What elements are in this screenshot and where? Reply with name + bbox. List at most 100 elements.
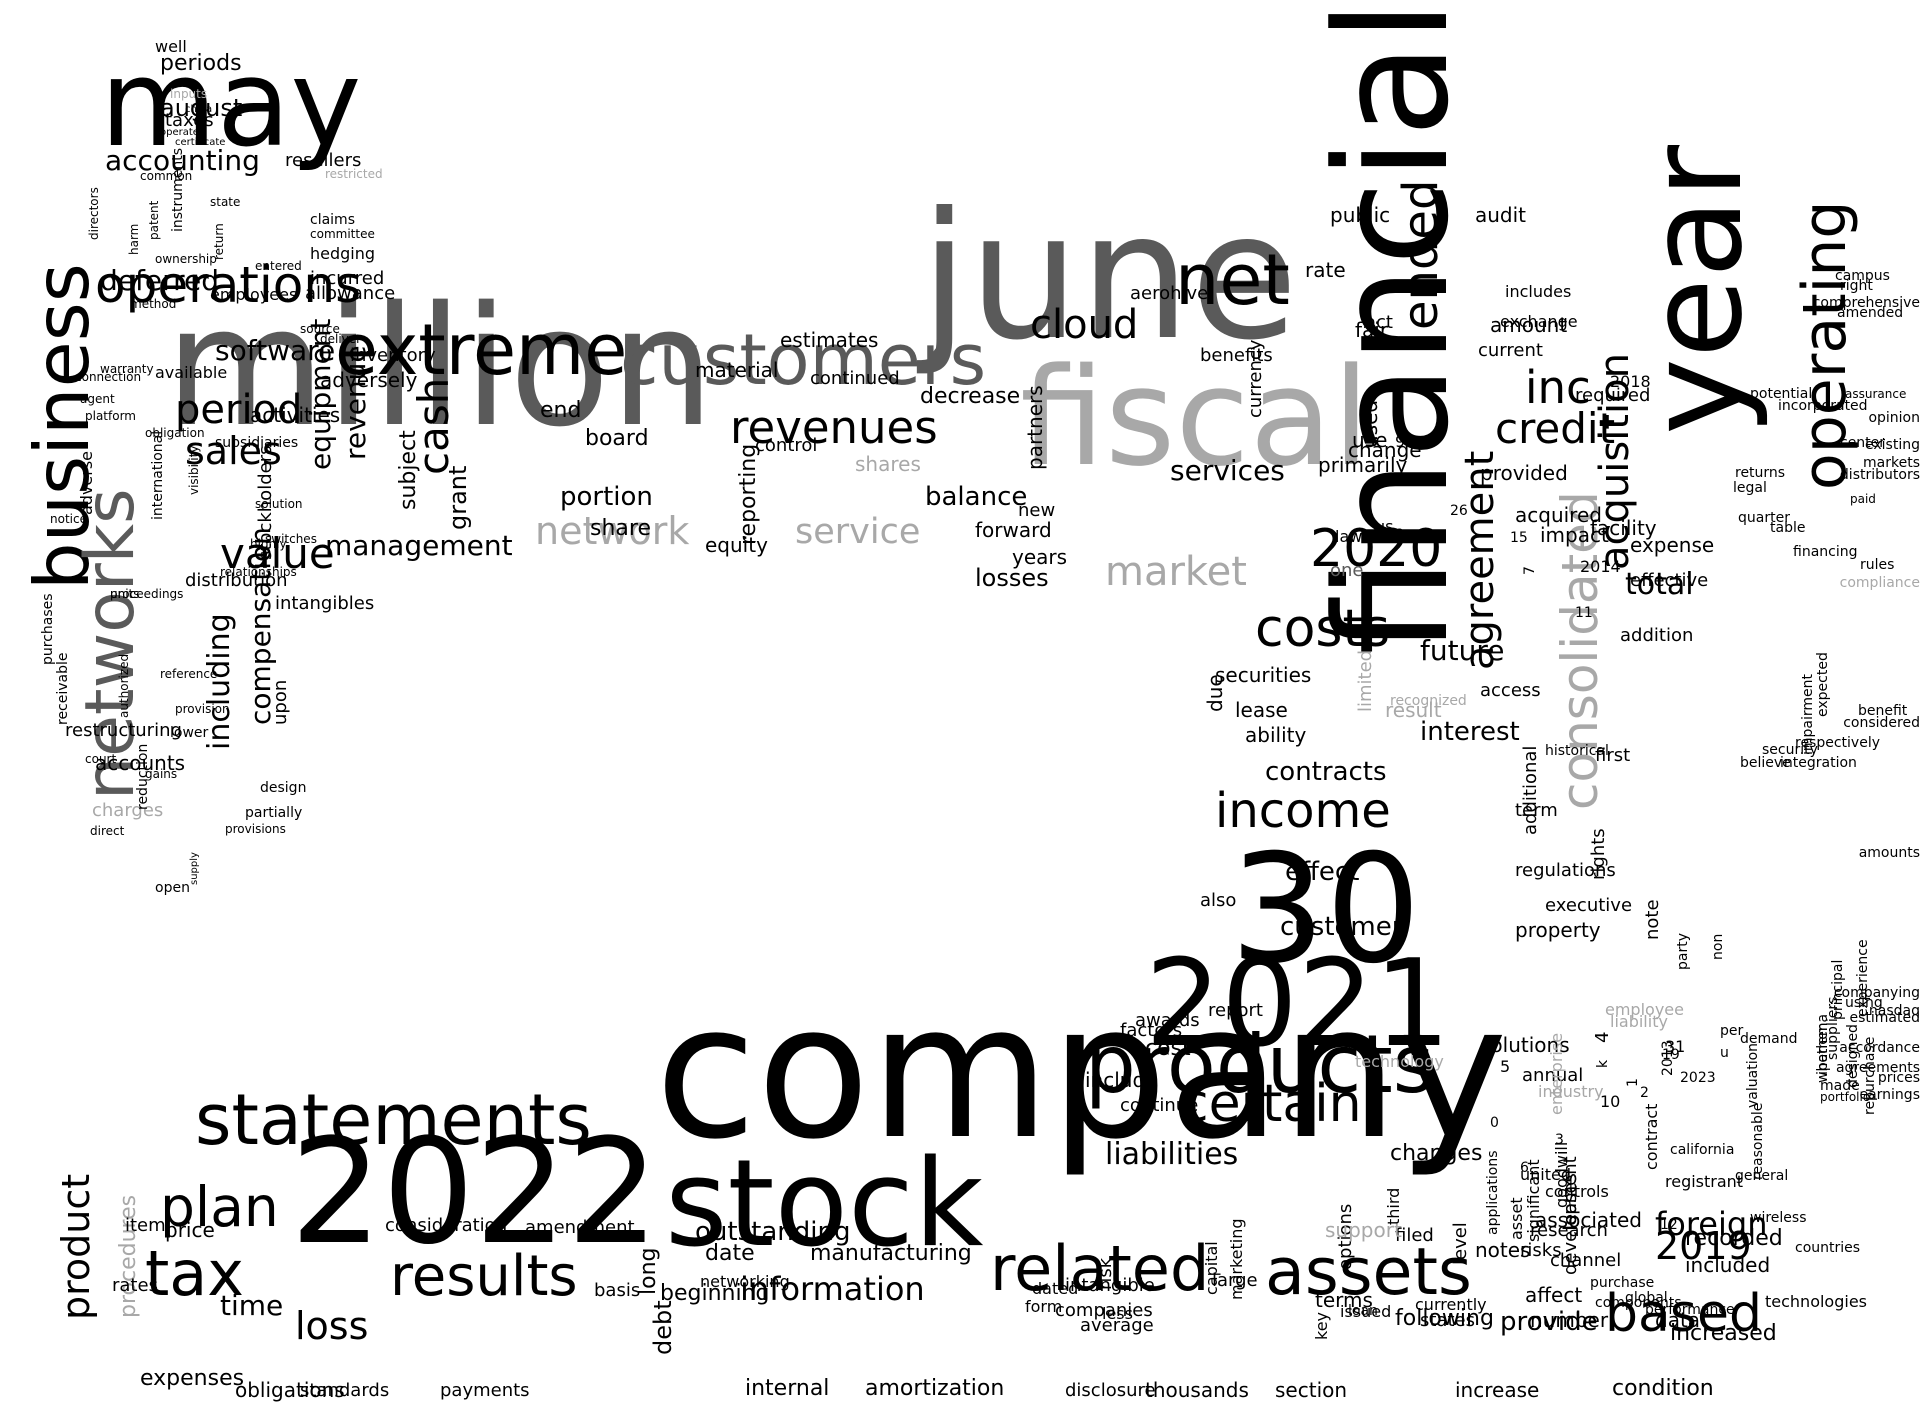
word-costs-29: costs: [1255, 599, 1390, 659]
word-support-212: support: [1325, 1218, 1402, 1242]
word-affect-90: affect: [1525, 1283, 1583, 1307]
word-employees-166: employees: [210, 285, 298, 304]
word-one-248: one: [1330, 560, 1364, 581]
word-assurance-321: assurance: [1845, 387, 1907, 401]
word-annual-96: annual: [1522, 1065, 1584, 1086]
word-0-263: 0: [1490, 1115, 1499, 1131]
word-recognized-247: recognized: [1390, 693, 1467, 709]
word-manufacturing-192: manufacturing: [810, 1241, 972, 1266]
word-condition-72: condition: [1612, 1376, 1714, 1401]
word-decrease-151: decrease: [920, 384, 1021, 409]
word-awards-110: awards: [1135, 1010, 1200, 1031]
word-ended-25: ended: [1393, 179, 1449, 330]
word-factors-109: factors: [1120, 1020, 1183, 1041]
word-upon-184: upon: [270, 679, 291, 725]
word-operate-367: operate: [160, 127, 199, 138]
word-campus-295: campus: [1835, 268, 1890, 284]
word-direct-326: direct: [90, 824, 125, 838]
word-hedging-169: hedging: [310, 244, 376, 263]
word-material-153: material: [695, 358, 779, 382]
word-relationships-341: relationships: [220, 565, 297, 579]
word-prices-293: prices: [1877, 1070, 1920, 1086]
word-market-35: market: [1105, 549, 1247, 595]
word-10-267: 10: [1600, 1092, 1621, 1111]
word-intangible-198: intangible: [1065, 1275, 1155, 1296]
word-instruments-356: instruments: [170, 147, 186, 232]
word-act-137: act: [1365, 312, 1393, 333]
word-also-112: also: [1200, 890, 1237, 911]
word-open-324: open: [155, 880, 190, 896]
word-inputs-365: inputs: [170, 87, 208, 101]
word-resellers-170: resellers: [285, 150, 362, 171]
word-product-46: product: [54, 1173, 98, 1320]
word-changes-102: changes: [1390, 1141, 1483, 1166]
word-first-225: first: [1595, 745, 1631, 766]
word-considered-309: considered: [1843, 715, 1920, 731]
word-accordance-287: accordance: [1839, 1040, 1920, 1056]
word-ability-113: ability: [1245, 723, 1307, 747]
word-included-86: included: [1685, 1253, 1771, 1277]
word-income-23: income: [1215, 783, 1391, 839]
word-end-159: end: [540, 398, 582, 423]
word-liability-229: liability: [1610, 1012, 1668, 1031]
word-global-238: global: [1625, 1290, 1668, 1306]
word-amortization-73: amortization: [865, 1376, 1005, 1401]
word-price-81: price: [165, 1218, 215, 1242]
word-results-27: results: [390, 1244, 578, 1309]
word-grant-160: grant: [444, 465, 472, 530]
word-including-45: including: [202, 613, 237, 750]
word-facility-121: facility: [1590, 516, 1657, 540]
word-court-332: court: [85, 752, 117, 766]
word-network-36: network: [535, 509, 690, 553]
word-average-202: average: [1080, 1315, 1154, 1336]
word-gains-331: gains: [145, 767, 178, 781]
word-purchase-234: purchase: [1590, 1275, 1655, 1291]
word-repurchase-291: repurchase: [1862, 1036, 1878, 1115]
word-loss-48: loss: [295, 1304, 369, 1348]
word-expected-311: expected: [1815, 652, 1831, 717]
word-highly-342: highly: [250, 537, 287, 551]
word-certain-28: certain: [1180, 1074, 1362, 1134]
word-amounts-317: amounts: [1858, 845, 1920, 861]
word-dated-199: dated: [1032, 1279, 1079, 1298]
word-currently-209: currently: [1415, 1295, 1487, 1314]
word-directors-176: directors: [87, 187, 101, 240]
word-technology-232: technology: [1355, 1052, 1444, 1071]
word-customer-66: customer: [1280, 912, 1403, 942]
word-potential-300: potential: [1750, 386, 1813, 402]
word-2021-8: 2021: [1145, 935, 1451, 1074]
word-terms-103: terms: [1315, 1288, 1373, 1312]
word-liabilities-50: liabilities: [1105, 1137, 1239, 1172]
word-certificate-368: certificate: [175, 137, 226, 148]
word-addition-118: addition: [1620, 625, 1694, 646]
word-contract-218: contract: [1642, 1103, 1661, 1170]
word-capital-204: capital: [1202, 1241, 1221, 1295]
word-proceedings-340: proceedings: [110, 587, 184, 601]
word-form-200: form: [1025, 1297, 1063, 1316]
word-aerohive-138: aerohive: [1130, 283, 1209, 304]
word-opinion-298: opinion: [1868, 410, 1920, 426]
word-legal-303: legal: [1733, 480, 1767, 496]
word-available-165: available: [155, 363, 228, 382]
word-obligation-347: obligation: [145, 426, 205, 440]
word-nasdaq-294: nasdaq: [1868, 1003, 1920, 1019]
word-2023-272: 2023: [1680, 1070, 1716, 1086]
word-change-126: change: [1348, 438, 1422, 462]
word-rates-189: rates: [112, 1275, 158, 1296]
word-4-259: 4: [1592, 1031, 1613, 1043]
word-respectively-312: respectively: [1795, 735, 1881, 751]
word-industry-231: industry: [1538, 1082, 1604, 1101]
word-note-241: note: [1642, 899, 1663, 940]
word-services-55: services: [1170, 454, 1285, 487]
word-restricted-364: restricted: [325, 167, 383, 181]
word-restructuring-183: restructuring: [65, 720, 182, 741]
word-controls-216: controls: [1545, 1182, 1609, 1201]
word-share-157: share: [590, 516, 651, 541]
word-valuation-276: valuation: [1745, 1042, 1761, 1108]
word-expense-120: expense: [1630, 533, 1715, 557]
word-purchases-338: purchases: [40, 593, 56, 665]
word-access-117: access: [1480, 680, 1541, 701]
word-11-258: 11: [1575, 605, 1593, 621]
word-cloud-39: cloud: [1030, 302, 1139, 348]
